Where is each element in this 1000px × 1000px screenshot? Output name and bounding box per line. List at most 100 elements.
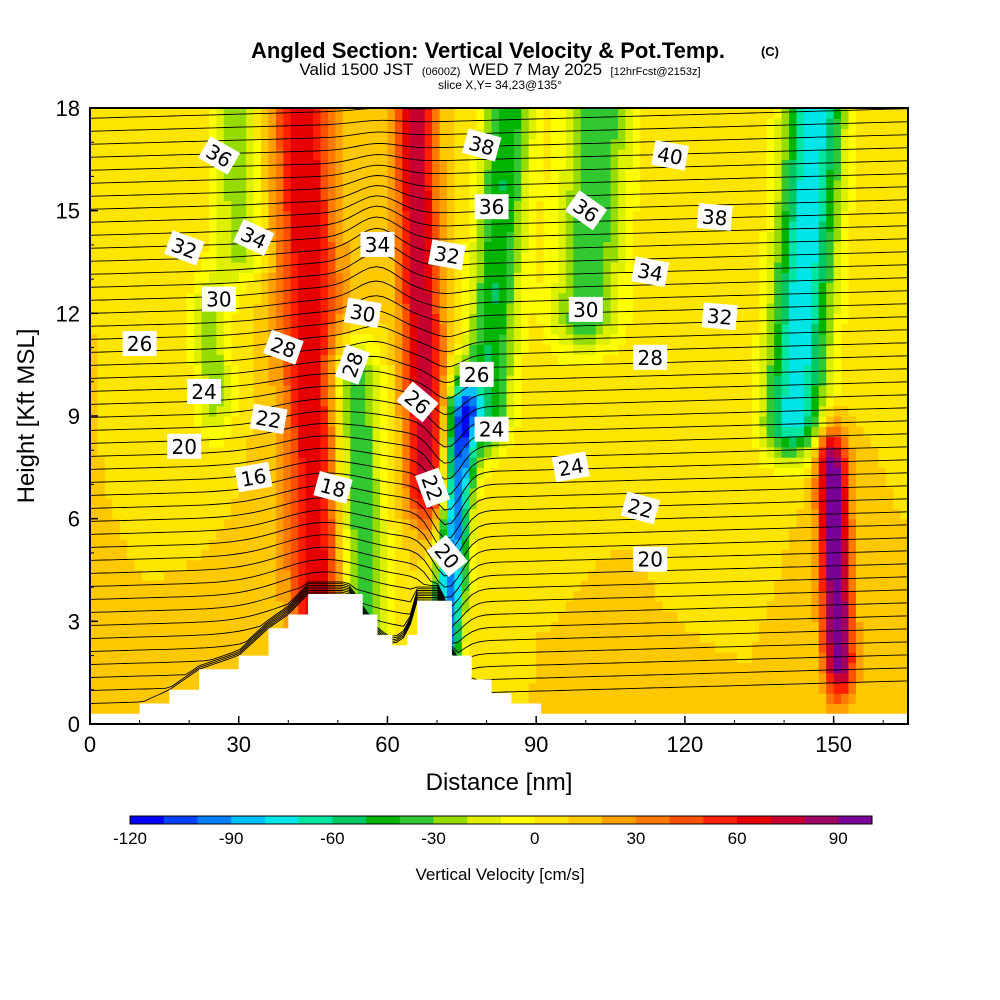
velocity-cell xyxy=(454,292,463,304)
velocity-cell xyxy=(662,652,671,663)
velocity-cell xyxy=(484,446,493,458)
velocity-cell xyxy=(684,426,693,438)
velocity-cell xyxy=(565,354,574,366)
velocity-cell xyxy=(186,200,195,212)
velocity-cell xyxy=(127,108,136,119)
velocity-cell xyxy=(446,436,455,448)
velocity-cell xyxy=(127,231,136,243)
velocity-cell xyxy=(536,210,545,222)
velocity-cell xyxy=(536,251,545,263)
velocity-cell xyxy=(208,169,218,181)
velocity-cell xyxy=(186,354,195,366)
velocity-cell xyxy=(238,416,247,427)
velocity-cell xyxy=(394,292,403,304)
velocity-cell xyxy=(625,282,634,294)
velocity-cell xyxy=(469,231,478,243)
velocity-cell xyxy=(104,672,113,684)
velocity-cell xyxy=(469,611,478,622)
velocity-cell xyxy=(684,467,693,479)
velocity-cell xyxy=(603,354,612,366)
velocity-cell xyxy=(565,426,574,438)
velocity-cell xyxy=(692,662,701,674)
velocity-cell xyxy=(142,118,151,130)
velocity-cell xyxy=(97,518,106,530)
velocity-cell xyxy=(536,220,545,232)
velocity-cell xyxy=(565,344,574,355)
velocity-cell xyxy=(97,292,106,304)
velocity-cell xyxy=(350,149,359,160)
velocity-cell xyxy=(432,262,441,273)
velocity-cell xyxy=(394,241,403,253)
velocity-cell xyxy=(491,652,500,663)
velocity-cell xyxy=(432,220,441,232)
velocity-cell xyxy=(275,241,284,253)
velocity-cell xyxy=(142,159,151,171)
velocity-cell xyxy=(350,169,359,181)
velocity-cell xyxy=(677,446,686,458)
velocity-cell xyxy=(380,611,389,622)
velocity-cell xyxy=(677,364,686,376)
velocity-cell xyxy=(417,220,426,232)
velocity-cell xyxy=(446,149,455,160)
velocity-cell xyxy=(112,570,121,581)
velocity-cell xyxy=(499,662,508,674)
velocity-cell xyxy=(692,364,701,376)
velocity-cell xyxy=(186,641,195,653)
velocity-cell xyxy=(640,179,649,191)
velocity-cell xyxy=(142,467,151,479)
velocity-cell xyxy=(380,385,389,397)
velocity-cell xyxy=(499,559,508,571)
velocity-cell xyxy=(632,518,641,530)
velocity-cell xyxy=(588,149,597,160)
velocity-cell xyxy=(543,292,552,304)
velocity-cell xyxy=(461,159,470,171)
velocity-cell xyxy=(454,426,463,438)
velocity-cell xyxy=(342,128,351,140)
velocity-cell xyxy=(699,487,708,499)
velocity-cell xyxy=(186,323,195,335)
velocity-cell xyxy=(134,313,143,325)
velocity-cell xyxy=(558,395,567,407)
velocity-cell xyxy=(506,159,515,171)
velocity-cell xyxy=(521,262,530,273)
velocity-cell xyxy=(536,374,545,386)
velocity-cell xyxy=(573,344,582,355)
velocity-cell xyxy=(112,282,121,294)
velocity-cell xyxy=(231,487,240,499)
velocity-cell xyxy=(692,210,701,222)
velocity-cell xyxy=(446,272,455,284)
velocity-cell xyxy=(305,169,314,181)
velocity-cell xyxy=(164,149,173,160)
velocity-cell xyxy=(610,303,619,314)
velocity-cell xyxy=(156,231,165,243)
velocity-cell xyxy=(476,292,485,304)
velocity-cell xyxy=(402,169,411,181)
velocity-cell xyxy=(134,190,143,201)
velocity-cell xyxy=(588,539,597,551)
velocity-cell xyxy=(573,570,582,581)
velocity-cell xyxy=(387,128,396,140)
velocity-cell xyxy=(253,282,262,294)
velocity-cell xyxy=(320,395,329,407)
velocity-cell xyxy=(528,559,537,571)
velocity-cell xyxy=(640,190,649,201)
velocity-cell xyxy=(171,190,180,201)
velocity-cell xyxy=(558,518,567,530)
velocity-cell xyxy=(216,436,225,448)
velocity-cell xyxy=(104,549,113,561)
velocity-cell xyxy=(380,220,389,232)
velocity-cell xyxy=(208,108,218,119)
velocity-cell xyxy=(149,693,158,705)
velocity-cell xyxy=(551,416,560,427)
velocity-cell xyxy=(142,190,151,201)
velocity-cell xyxy=(513,251,522,263)
velocity-cell xyxy=(670,487,679,499)
velocity-cell xyxy=(424,364,433,376)
velocity-cell xyxy=(647,621,656,633)
velocity-cell xyxy=(320,241,329,253)
velocity-cell xyxy=(580,416,589,427)
velocity-cell xyxy=(179,292,188,304)
velocity-cell xyxy=(142,641,151,653)
velocity-cell xyxy=(491,364,500,376)
velocity-cell xyxy=(90,282,99,294)
